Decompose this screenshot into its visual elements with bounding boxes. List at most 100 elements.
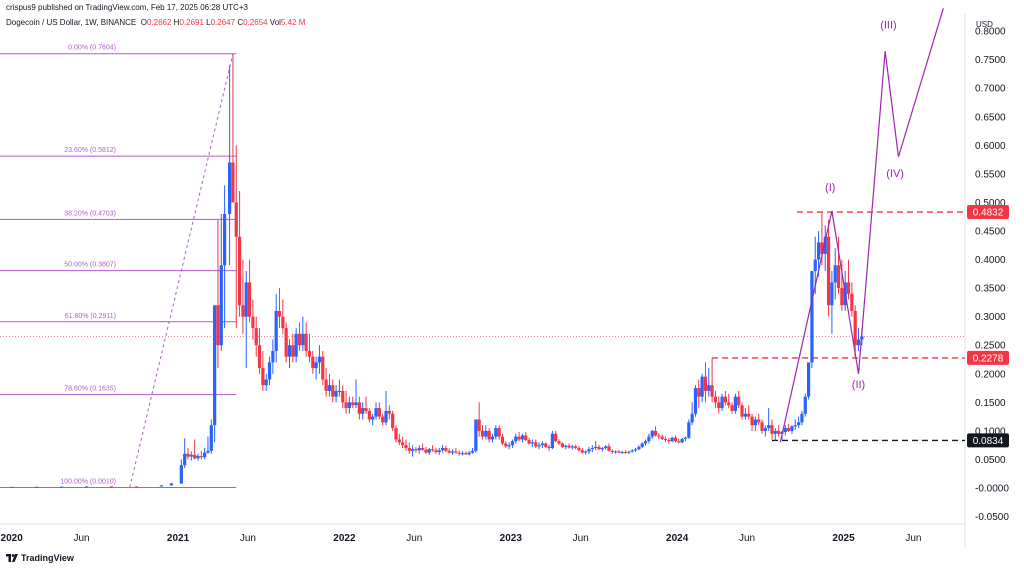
- candle-body: [517, 436, 521, 440]
- time-tick-label: Jun: [573, 533, 589, 544]
- symbol-name: Dogecoin / US Dollar, 1W, BINANCE: [6, 18, 137, 27]
- candle-body: [437, 450, 441, 453]
- candle-body: [287, 345, 292, 357]
- candle-body: [643, 441, 648, 444]
- time-tick-label: Jun: [406, 533, 422, 544]
- low-value: 0.2647: [210, 18, 236, 27]
- candle-body: [770, 425, 774, 434]
- fib-level-label: 78.60% (0.1635): [64, 386, 116, 393]
- candle-body: [216, 305, 220, 346]
- fib-level-label: 100.00% (0.0010): [60, 478, 116, 485]
- candle-body: [361, 408, 365, 414]
- candle-body: [677, 441, 681, 443]
- candle-body: [434, 450, 438, 453]
- candle-body: [500, 436, 505, 444]
- price-tag-box: [967, 433, 1009, 448]
- candle-body: [234, 202, 238, 237]
- candle-body: [510, 441, 515, 446]
- candle-body: [231, 162, 235, 203]
- candle-body: [697, 388, 701, 397]
- candle-body: [371, 416, 375, 420]
- publisher-line: crispus9 published on TradingView.com, F…: [6, 3, 248, 12]
- price-tick-label: 0.1500: [975, 398, 1006, 409]
- horizontal-levels: [0, 211, 965, 442]
- candle-body: [480, 430, 485, 437]
- candle-body: [474, 419, 478, 451]
- candle-body: [574, 446, 578, 449]
- candle-body: [816, 242, 821, 260]
- candle-body: [314, 362, 318, 369]
- candle-body: [607, 446, 611, 451]
- candle-body: [617, 451, 621, 453]
- volume-label: Vol: [269, 18, 281, 27]
- candle-body: [374, 408, 378, 417]
- elliott-wave-path: [779, 8, 944, 443]
- candle-body: [630, 450, 634, 452]
- candle-body: [830, 282, 834, 306]
- candle-body: [10, 486, 14, 488]
- candle-body: [813, 259, 817, 271]
- price-tag-box: [967, 205, 1009, 220]
- candle-body: [640, 443, 644, 447]
- candle-body: [514, 436, 518, 442]
- low-label: L: [206, 18, 211, 27]
- price-tick-label: 0.6500: [975, 112, 1006, 123]
- candle-body: [693, 388, 698, 414]
- candle-body: [381, 416, 385, 423]
- price-tag-box: [967, 350, 1009, 365]
- volume-value: 5.42 M: [280, 18, 306, 27]
- candle-body: [209, 425, 213, 451]
- candle-body: [504, 443, 508, 447]
- candle-body: [810, 270, 814, 363]
- candle-body: [767, 425, 771, 429]
- candle-body: [590, 448, 594, 450]
- candle-body: [653, 430, 658, 436]
- candle-body: [760, 422, 764, 431]
- elliott-wave-label: (I): [825, 182, 835, 194]
- candle-body: [627, 451, 631, 453]
- candle-body: [826, 236, 831, 306]
- time-tick-label: 2025: [832, 533, 855, 544]
- time-axis[interactable]: 2020 Jun 2021 Jun 2022 Jun 2023 Jun 2024 Jun 2025 J…: [1, 533, 922, 544]
- price-tick-label: 0.4000: [975, 255, 1006, 266]
- candle-body: [820, 242, 824, 254]
- candle-body: [610, 450, 614, 453]
- candle-body: [109, 486, 114, 488]
- candle-body: [321, 356, 325, 380]
- time-tick-label: 2020: [1, 533, 24, 544]
- candle-body: [547, 446, 551, 449]
- time-tick-label: 2021: [167, 533, 190, 544]
- candle-body: [427, 449, 431, 453]
- symbol-legend: Dogecoin / US Dollar, 1W, BINANCE O0.266…: [6, 18, 305, 27]
- candle-body: [247, 282, 252, 317]
- candle-body: [244, 282, 248, 317]
- candle-body: [524, 435, 528, 441]
- candle-body: [291, 345, 295, 357]
- candlesticks: [10, 53, 864, 488]
- candle-body: [264, 379, 268, 386]
- close-value: 0.2654: [243, 18, 268, 27]
- candle-body: [544, 443, 548, 447]
- candle-body: [564, 445, 568, 447]
- candle-body: [183, 453, 187, 466]
- elliott-wave-label: (II): [852, 379, 865, 391]
- time-tick-label: 2024: [666, 533, 689, 544]
- candle-body: [199, 456, 203, 458]
- candle-body: [717, 402, 721, 409]
- tradingview-logo[interactable]: TradingView: [6, 553, 74, 563]
- candle-body: [193, 454, 197, 459]
- fibonacci-retracement: 0.00% (0.7604) 23.60% (0.5812) 38.20% (0.4…: [0, 45, 237, 488]
- candle-body: [464, 453, 468, 455]
- fib-level-label: 0.00% (0.7604): [68, 45, 116, 52]
- candle-body: [261, 368, 265, 386]
- candle-body: [421, 448, 425, 450]
- candle-body: [797, 422, 801, 426]
- price-tick-label: 0.2500: [975, 341, 1006, 352]
- price-tick-label: 0.3000: [975, 312, 1006, 323]
- price-tick-label: 0.2000: [975, 369, 1006, 380]
- candle-body: [267, 362, 272, 380]
- price-axis[interactable]: 0.8000 0.7500 0.7000 0.6500 0.6000 0.5500 0.50…: [975, 27, 1009, 523]
- price-tick-label: 0.6000: [975, 141, 1006, 152]
- candle-body: [623, 452, 628, 454]
